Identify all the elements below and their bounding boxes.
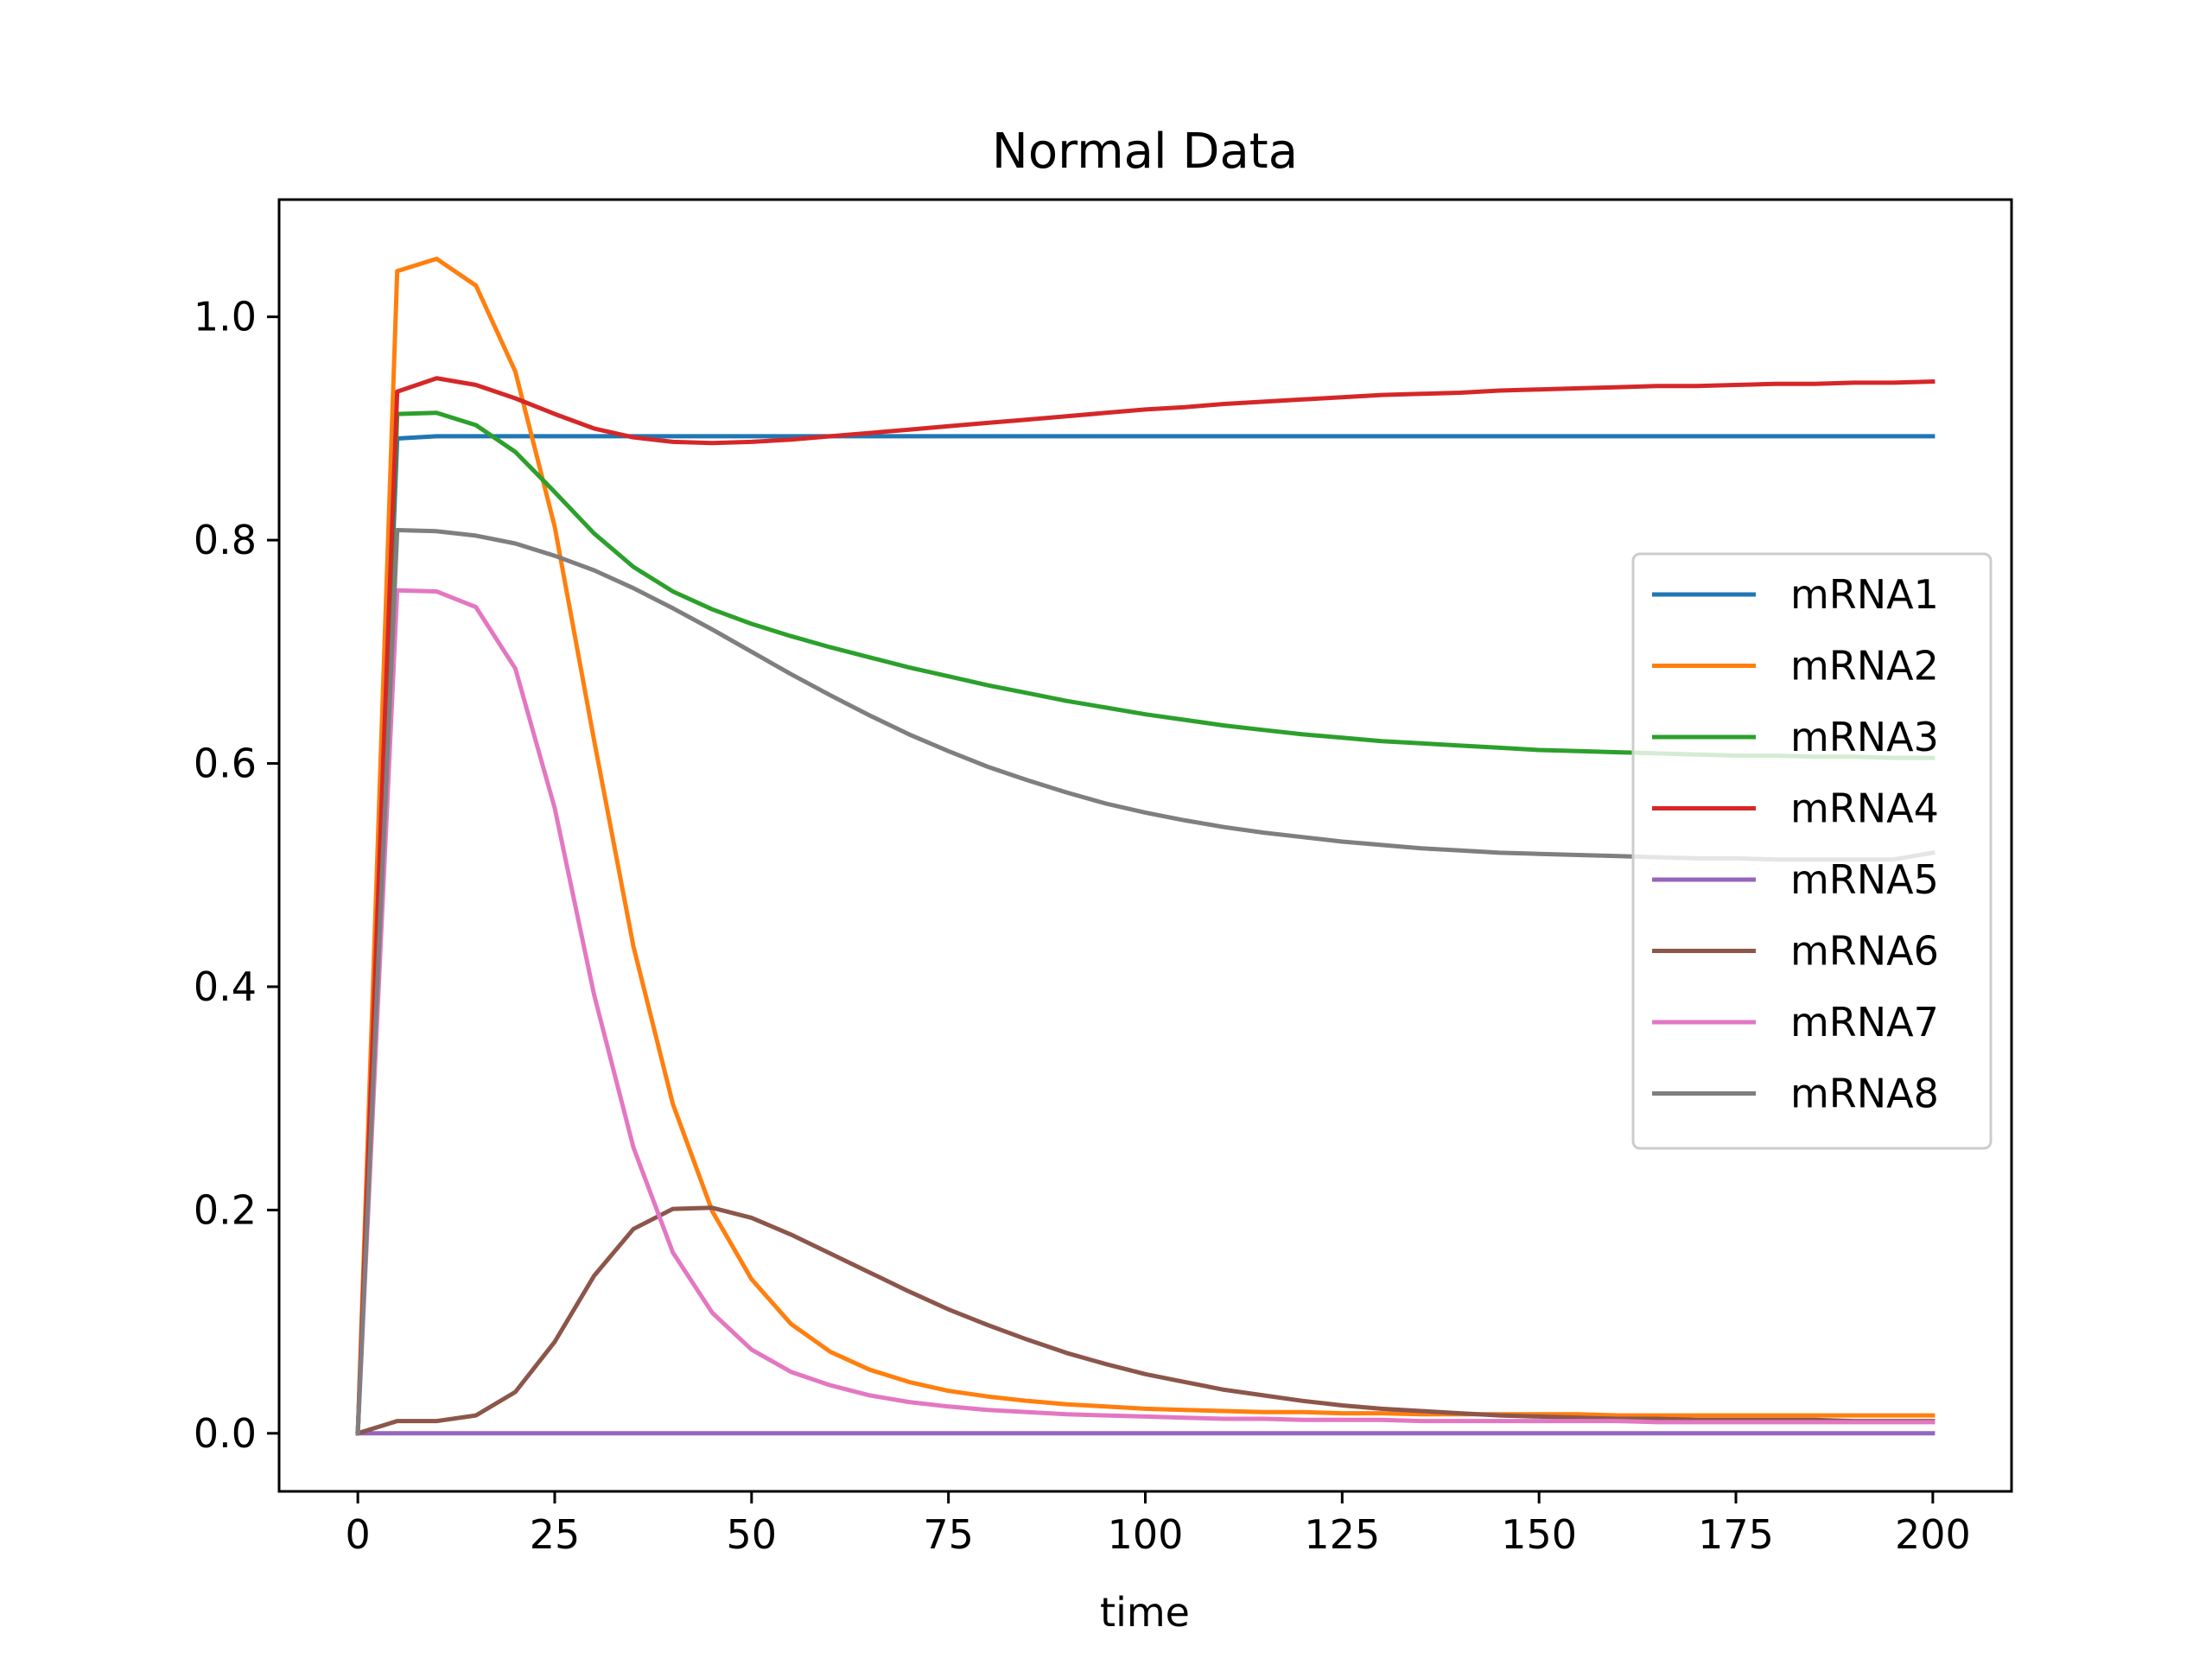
legend-label: mRNA1 bbox=[1790, 571, 1939, 618]
x-tick-label: 0 bbox=[345, 1511, 370, 1558]
legend-label: mRNA6 bbox=[1790, 928, 1939, 975]
plot-lines bbox=[354, 257, 1936, 1436]
x-tick-label: 75 bbox=[923, 1511, 974, 1558]
legend: mRNA1 mRNA2 mRNA3 mRNA4 mRNA5 mRNA6 mRNA7 mRNA8 bbox=[1631, 552, 1993, 1150]
x-tick-label: 100 bbox=[1108, 1511, 1184, 1558]
legend-box bbox=[1631, 552, 1993, 1150]
x-tick-label: 25 bbox=[530, 1511, 581, 1558]
y-tick-label: 1.0 bbox=[194, 294, 257, 340]
y-tick-label: 0.8 bbox=[194, 517, 257, 563]
legend-label: mRNA7 bbox=[1790, 999, 1939, 1046]
y-tick-label: 0.6 bbox=[194, 741, 257, 787]
series-line-mRNA6 bbox=[354, 1205, 1936, 1436]
series-line-mRNA2 bbox=[355, 257, 1936, 1436]
series-line-mRNA7 bbox=[355, 588, 1936, 1436]
y-tick-label: 0.0 bbox=[194, 1410, 257, 1457]
x-axis-label: time bbox=[1100, 1589, 1190, 1636]
legend-label: mRNA8 bbox=[1790, 1071, 1939, 1117]
chart-title: Normal Data bbox=[992, 124, 1298, 180]
x-tick-label: 200 bbox=[1895, 1511, 1971, 1558]
legend-label: mRNA5 bbox=[1790, 856, 1939, 903]
y-tick-label: 0.2 bbox=[194, 1186, 257, 1233]
x-tick-label: 150 bbox=[1501, 1511, 1577, 1558]
x-tick-label: 50 bbox=[727, 1511, 778, 1558]
x-tick-label: 125 bbox=[1304, 1511, 1380, 1558]
legend-label: mRNA4 bbox=[1790, 785, 1939, 832]
series-line-mRNA4 bbox=[355, 376, 1936, 1436]
y-tick-label: 0.4 bbox=[194, 963, 257, 1010]
legend-label: mRNA2 bbox=[1790, 643, 1939, 690]
legend-label: mRNA3 bbox=[1790, 714, 1939, 760]
axes: 0 25 50 75 100 125 150 175 200 0.0 0.2 0.4 0.6 0.8 1.0 bbox=[194, 198, 2013, 1558]
x-tick-label: 175 bbox=[1698, 1511, 1774, 1558]
